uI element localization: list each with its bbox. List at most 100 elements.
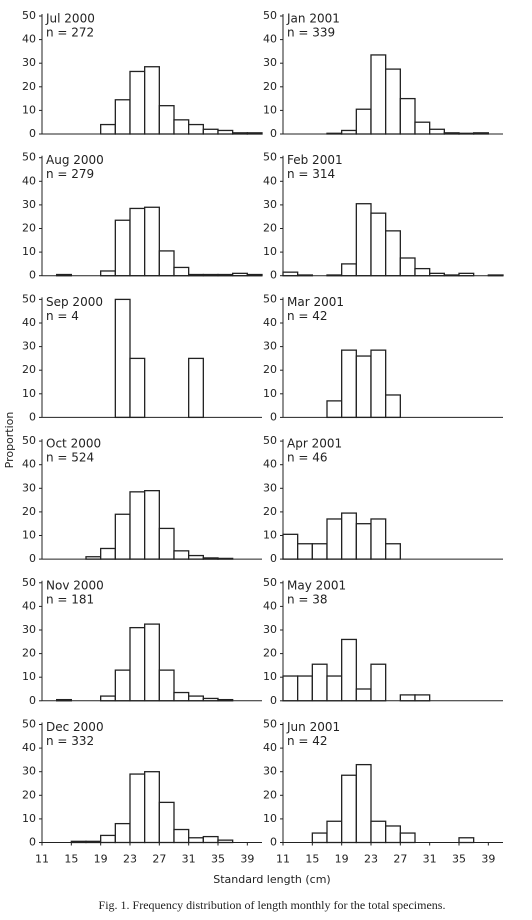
y-tick-label: 10 bbox=[22, 812, 36, 825]
bar bbox=[341, 774, 357, 844]
bar bbox=[311, 832, 328, 844]
bar bbox=[173, 828, 190, 844]
y-tick-label: 10 bbox=[22, 670, 36, 683]
bar bbox=[144, 206, 160, 277]
y-tick-label: 30 bbox=[263, 481, 277, 494]
bar bbox=[326, 820, 343, 844]
x-tick-label: 39 bbox=[481, 853, 495, 866]
panel-title: Oct 2000 bbox=[46, 437, 101, 451]
y-tick-label: 10 bbox=[22, 387, 36, 400]
bar bbox=[144, 66, 160, 135]
bar bbox=[129, 773, 146, 844]
bar bbox=[370, 518, 387, 560]
x-tick-label: 19 bbox=[335, 853, 349, 866]
panel-title: May 2001 bbox=[287, 578, 346, 592]
y-tick-label: 50 bbox=[263, 292, 277, 305]
y-tick-label: 40 bbox=[263, 174, 277, 187]
panel-subtitle: n = 332 bbox=[46, 734, 94, 748]
bar bbox=[114, 513, 131, 560]
bar bbox=[370, 54, 387, 135]
x-tick-label: 35 bbox=[211, 853, 225, 866]
x-tick-label: 19 bbox=[94, 853, 108, 866]
bar bbox=[158, 669, 175, 702]
bar bbox=[370, 349, 387, 419]
x-tick-label: 11 bbox=[276, 853, 290, 866]
bar bbox=[188, 123, 204, 135]
panel-subtitle: n = 4 bbox=[46, 309, 79, 323]
y-tick-label: 10 bbox=[263, 245, 277, 258]
panel-title: Apr 2001 bbox=[287, 437, 342, 451]
bar bbox=[282, 675, 299, 702]
bar bbox=[311, 663, 328, 702]
bar bbox=[282, 271, 299, 277]
y-tick-label: 30 bbox=[263, 340, 277, 353]
bar bbox=[341, 263, 357, 277]
y-tick-label: 0 bbox=[29, 552, 36, 565]
bar bbox=[158, 105, 175, 135]
y-tick-label: 10 bbox=[22, 103, 36, 116]
bar bbox=[399, 97, 416, 135]
x-tick-label: 15 bbox=[305, 853, 319, 866]
y-tick-label: 40 bbox=[263, 741, 277, 754]
bar bbox=[158, 801, 175, 844]
y-tick-label: 20 bbox=[263, 363, 277, 376]
y-tick-label: 50 bbox=[263, 151, 277, 164]
x-tick-label: 27 bbox=[152, 853, 166, 866]
y-tick-label: 50 bbox=[22, 292, 36, 305]
panel-subtitle: n = 272 bbox=[46, 26, 94, 40]
bar bbox=[385, 543, 401, 560]
y-tick-label: 10 bbox=[263, 103, 277, 116]
bar bbox=[355, 763, 372, 844]
y-tick-label: 20 bbox=[263, 80, 277, 93]
bar bbox=[355, 688, 372, 702]
y-tick-label: 20 bbox=[22, 647, 36, 660]
bar bbox=[158, 527, 175, 560]
y-tick-label: 20 bbox=[22, 80, 36, 93]
bar bbox=[114, 219, 131, 277]
y-tick-label: 40 bbox=[22, 599, 36, 612]
y-tick-label: 30 bbox=[263, 623, 277, 636]
bar bbox=[129, 70, 146, 135]
bar bbox=[385, 825, 401, 844]
y-tick-label: 40 bbox=[22, 33, 36, 46]
y-tick-label: 50 bbox=[263, 718, 277, 731]
bar bbox=[114, 669, 131, 702]
panel-subtitle: n = 339 bbox=[287, 26, 335, 40]
bar bbox=[129, 357, 146, 419]
y-tick-label: 30 bbox=[22, 198, 36, 211]
bar bbox=[414, 121, 431, 135]
bar bbox=[355, 108, 372, 135]
y-tick-label: 0 bbox=[270, 552, 277, 565]
panel-subtitle: n = 314 bbox=[287, 167, 335, 181]
bar bbox=[282, 533, 299, 560]
bar bbox=[399, 694, 416, 702]
y-tick-label: 20 bbox=[22, 505, 36, 518]
bar bbox=[341, 512, 357, 560]
x-tick-label: 23 bbox=[364, 853, 378, 866]
panel-title: Mar 2001 bbox=[287, 295, 344, 309]
bar bbox=[355, 523, 372, 560]
panel-subtitle: n = 524 bbox=[46, 451, 94, 465]
panel-title: Jul 2000 bbox=[45, 12, 95, 26]
bar bbox=[355, 355, 372, 419]
bar bbox=[173, 119, 190, 135]
y-tick-label: 50 bbox=[22, 151, 36, 164]
bar bbox=[100, 270, 116, 277]
bar bbox=[341, 349, 357, 419]
bar bbox=[173, 550, 190, 560]
x-tick-label: 31 bbox=[182, 853, 196, 866]
bar bbox=[188, 695, 204, 702]
x-tick-label: 15 bbox=[64, 853, 78, 866]
y-tick-label: 30 bbox=[22, 765, 36, 778]
y-tick-label: 0 bbox=[29, 836, 36, 849]
panel-subtitle: n = 279 bbox=[46, 167, 94, 181]
panel-title: Nov 2000 bbox=[46, 578, 104, 592]
bar bbox=[297, 543, 313, 560]
y-tick-label: 40 bbox=[263, 33, 277, 46]
y-tick-label: 50 bbox=[263, 9, 277, 22]
y-tick-label: 20 bbox=[263, 788, 277, 801]
bar bbox=[144, 771, 160, 844]
panel-subtitle: n = 181 bbox=[46, 592, 94, 606]
bar bbox=[399, 832, 416, 844]
y-tick-label: 30 bbox=[22, 340, 36, 353]
